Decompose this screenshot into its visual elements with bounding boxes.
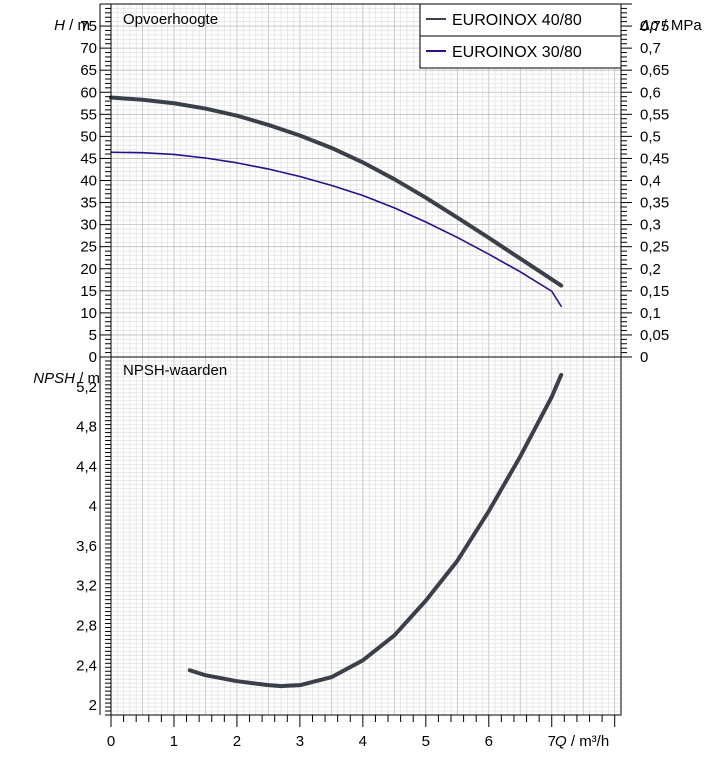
npsh-y-axis-variable: NPSH (33, 370, 75, 387)
curve-layer (109, 95, 564, 689)
flow-x-tick-label: 7 (548, 733, 556, 750)
pressure-y2-tick-label: 0,35 (640, 195, 669, 212)
npsh-y-tick-label: 5,2 (76, 379, 97, 396)
flow-x-tick-label: 6 (485, 733, 493, 750)
legend-label-euroinox-40-80: EUROINOX 40/80 (452, 12, 582, 29)
series-line-npsh (187, 372, 564, 689)
pressure-y2-tick-label: 0,25 (640, 239, 669, 256)
flow-x-tick-label: 5 (422, 733, 430, 750)
pressure-y2-tick-label: 0,2 (640, 261, 661, 278)
npsh-y-tick-label: 4 (89, 498, 97, 515)
head-y-axis-variable: H (54, 17, 65, 34)
pressure-y2-tick-label: 0,3 (640, 217, 661, 234)
plot-frame (110, 3, 622, 716)
head-y-tick-label: 70 (80, 40, 97, 57)
npsh-y-tick-label: 3,2 (76, 578, 97, 595)
pressure-y2-axis-unit: MPa (671, 17, 703, 34)
flow-x-axis-unit: m³/h (579, 733, 609, 750)
pressure-y2-axis-variable: Δp (639, 17, 658, 34)
head-y-tick-label: 0 (89, 349, 97, 366)
head-y-axis-label: H / m (54, 17, 90, 34)
npsh-y-tick-label: 2 (89, 697, 97, 714)
head-y-tick-label: 55 (80, 106, 97, 123)
head-y-tick-label: 20 (80, 261, 97, 278)
head-y-tick-label: 45 (80, 150, 97, 167)
series-line-euroinox-40-80 (109, 95, 564, 288)
head-y-tick-label: 65 (80, 62, 97, 79)
pressure-y2-tick-label: 0,4 (640, 173, 661, 190)
pressure-y2-tick-label: 0,15 (640, 283, 669, 300)
pressure-y2-tick-label: 0,7 (640, 40, 661, 57)
head-panel-title: Opvoerhoogte (123, 11, 218, 28)
flow-x-tick-label: 0 (107, 733, 115, 750)
head-y-tick-label: 50 (80, 128, 97, 145)
pressure-y2-tick-label: 0 (640, 349, 648, 366)
flow-x-axis-variable: Q (555, 733, 567, 750)
series-line-euroinox-30-80 (110, 151, 562, 308)
npsh-y-tick-label: 4,4 (76, 458, 97, 475)
head-y-tick-label: 75 (80, 18, 97, 35)
legend: EUROINOX 40/80 EUROINOX 30/80 (419, 3, 622, 69)
flow-x-axis-separator: / (567, 733, 580, 750)
head-y-tick-label: 15 (80, 283, 97, 300)
pressure-y2-tick-label: 0,1 (640, 305, 661, 322)
npsh-y-axis-unit: m (88, 370, 101, 387)
pressure-y2-tick-label: 0,5 (640, 128, 661, 145)
head-y-tick-label: 30 (80, 217, 97, 234)
head-y-axis-unit: m (78, 17, 91, 34)
head-y-tick-label: 40 (80, 173, 97, 190)
flow-x-tick-label: 1 (170, 733, 178, 750)
pressure-y2-axis-separator: / (658, 17, 671, 34)
tick-layer: 05101520253035404550556065707500,050,10,… (76, 3, 669, 750)
npsh-y-tick-label: 3,6 (76, 538, 97, 555)
pressure-y2-tick-label: 0,45 (640, 150, 669, 167)
npsh-y-tick-label: 2,8 (76, 618, 97, 635)
npsh-y-tick-label: 2,4 (76, 657, 97, 674)
pressure-y2-tick-label: 0,6 (640, 84, 661, 101)
legend-label-euroinox-30-80: EUROINOX 30/80 (452, 44, 582, 61)
pressure-y2-tick-label: 0,55 (640, 106, 669, 123)
pressure-y2-tick-label: 0,05 (640, 327, 669, 344)
npsh-panel-title: NPSH-waarden (123, 362, 227, 379)
flow-x-tick-label: 2 (233, 733, 241, 750)
npsh-y-axis-label: NPSH / m (33, 370, 100, 387)
pressure-y2-tick-label: 0,75 (640, 18, 669, 35)
flow-x-tick-label: 4 (359, 733, 367, 750)
head-y-axis-separator: / (65, 17, 78, 34)
head-y-tick-label: 25 (80, 239, 97, 256)
head-y-tick-label: 10 (80, 305, 97, 322)
head-y-tick-label: 5 (89, 327, 97, 344)
npsh-y-axis-separator: / (75, 370, 88, 387)
flow-x-tick-label: 3 (296, 733, 304, 750)
frame-layer (99, 3, 622, 716)
head-y-tick-label: 35 (80, 195, 97, 212)
pressure-y2-axis-label: Δp / MPa (639, 17, 702, 34)
grid-layer (110, 3, 622, 716)
head-y-tick-label: 60 (80, 84, 97, 101)
flow-x-axis-label: Q / m³/h (555, 733, 609, 750)
npsh-y-tick-label: 4,8 (76, 419, 97, 436)
pressure-y2-tick-label: 0,65 (640, 62, 669, 79)
